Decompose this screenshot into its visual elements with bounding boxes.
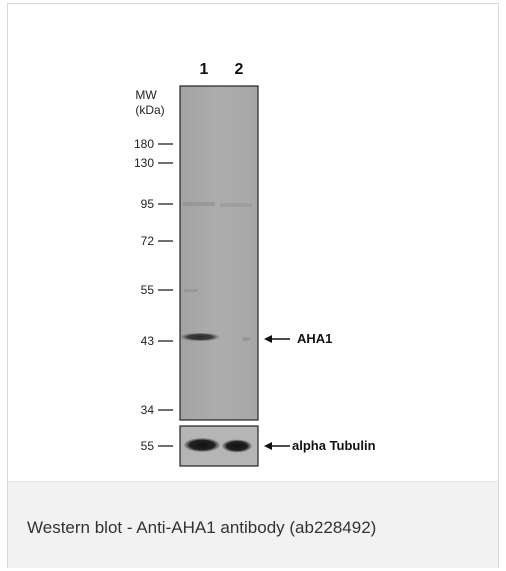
marker-label-43: 43 xyxy=(141,334,155,348)
marker-label-55: 55 xyxy=(141,283,155,297)
aha1-band-lane1 xyxy=(179,332,221,342)
figure-caption: Western blot - Anti-AHA1 antibody (ab228… xyxy=(27,518,377,537)
faint-band-55-lane1 xyxy=(184,289,198,292)
aha1-arrow-icon xyxy=(264,335,290,343)
aha1-label: AHA1 xyxy=(297,331,332,346)
aha1-band-lane2-faint xyxy=(242,337,250,341)
marker-label-180: 180 xyxy=(134,137,154,151)
western-blot-figure: 1 2 MW (kDa) 180 130 95 7 xyxy=(8,4,498,481)
lane-label-2: 2 xyxy=(235,61,244,78)
mw-unit: (kDa) xyxy=(135,103,164,117)
marker-label-34: 34 xyxy=(141,403,155,417)
marker-label-95: 95 xyxy=(141,197,155,211)
tubulin-arrow-icon xyxy=(264,442,290,450)
caption-bar: Western blot - Anti-AHA1 antibody (ab228… xyxy=(8,481,498,568)
western-blot-image: 1 2 MW (kDa) 180 130 95 7 xyxy=(134,61,376,467)
membrane-main xyxy=(179,85,259,421)
tubulin-band-lane2 xyxy=(222,439,252,453)
figure-card: 1 2 MW (kDa) 180 130 95 7 xyxy=(7,3,499,568)
marker-label-72: 72 xyxy=(141,234,155,248)
tubulin-label: alpha Tubulin xyxy=(292,438,376,453)
faint-band-95-lane2 xyxy=(220,203,252,207)
marker-label-55-loading: 55 xyxy=(141,439,155,453)
tubulin-band-lane1 xyxy=(184,438,220,452)
mw-title: MW xyxy=(135,88,157,102)
lane-label-1: 1 xyxy=(200,61,209,78)
marker-label-130: 130 xyxy=(134,156,154,170)
faint-band-95-lane1 xyxy=(183,202,215,206)
